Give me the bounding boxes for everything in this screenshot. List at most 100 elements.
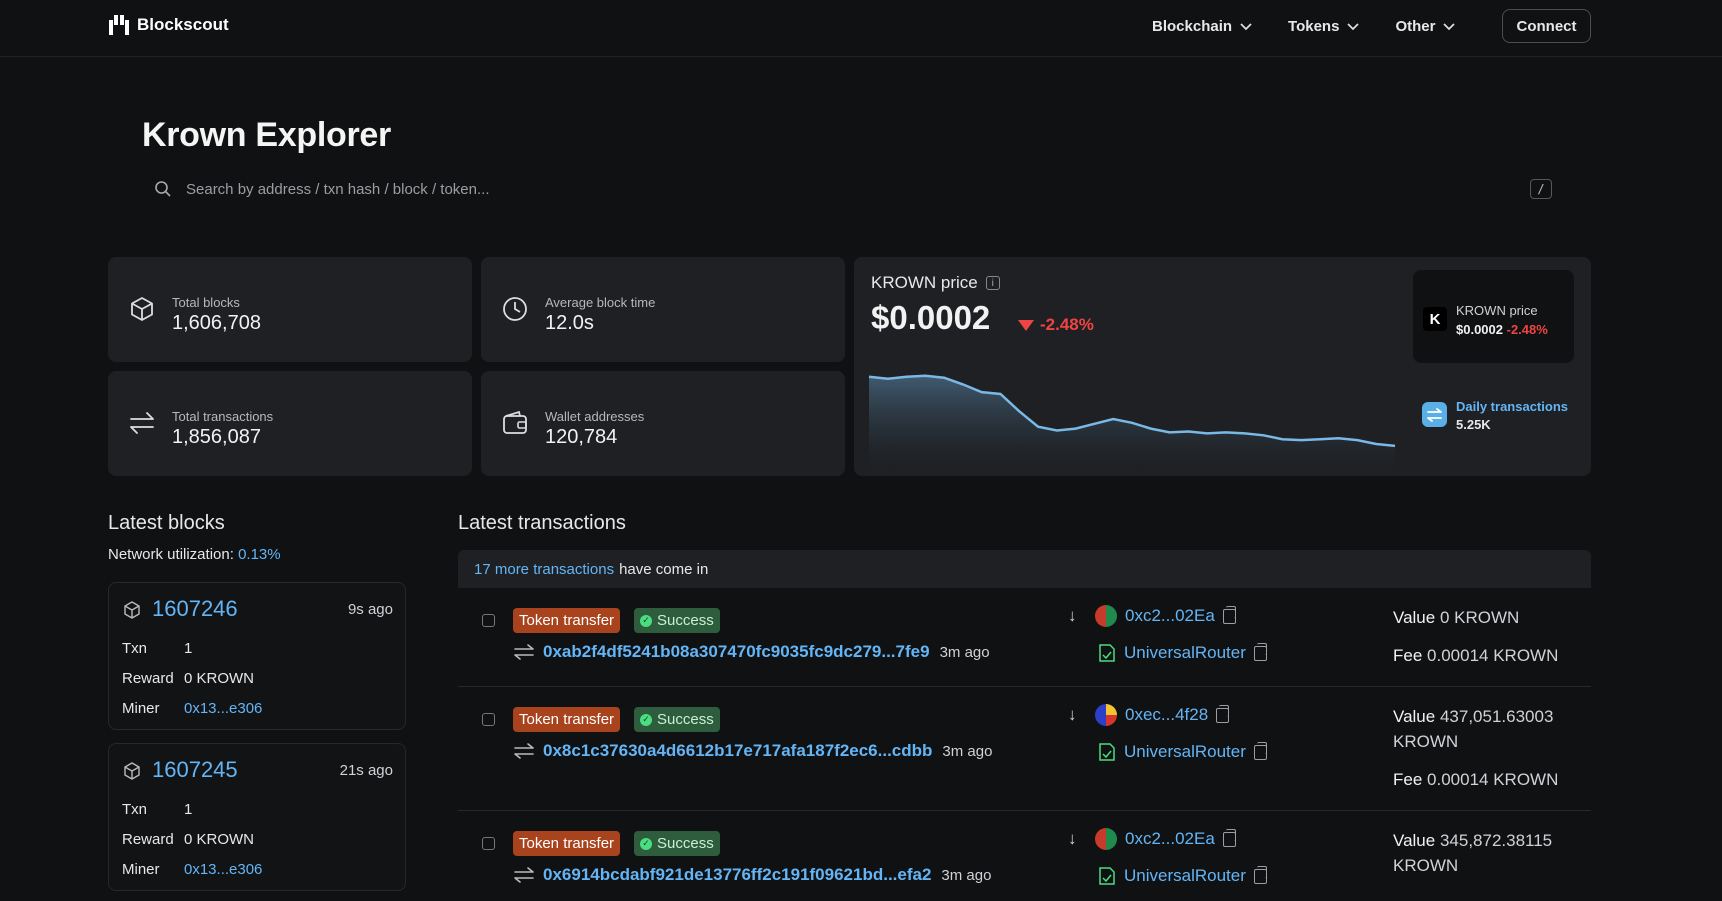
avatar	[1095, 605, 1117, 627]
tx-hash-link[interactable]: 0x8c1c37630a4d6612b17e717afa187f2ec6...c…	[543, 741, 933, 760]
tx-to-link[interactable]: UniversalRouter	[1124, 643, 1246, 662]
check-icon: ✓	[640, 614, 652, 627]
price-mini-card[interactable]: K KROWN price $0.0002 -2.48%	[1413, 270, 1574, 363]
tx-value-block: Value 345,872.38115 KROWN	[1393, 828, 1593, 878]
tx-to-address: UniversalRouter	[1098, 642, 1267, 663]
stat-total-blocks: Total blocks 1,606,708	[108, 257, 472, 362]
arrow-down-icon: ↓	[1068, 606, 1077, 625]
daily-transactions-value: 5.25K	[1456, 417, 1491, 432]
tx-from-link[interactable]: 0xc2...02Ea	[1125, 606, 1215, 625]
tx-fee-row: Fee 0.00014 KROWN	[1393, 767, 1593, 792]
mini-price-change: -2.48%	[1506, 322, 1548, 337]
copy-icon[interactable]	[1222, 605, 1236, 624]
price-card: KROWN price i $0.0002 -2.48% K KROWN pri…	[854, 257, 1591, 476]
transaction-row: Token transfer ✓ Success 0x8c1c37630a4d66…	[458, 687, 1591, 811]
tx-status-badge: ✓ Success	[634, 707, 720, 732]
nav-tokens[interactable]: Tokens	[1288, 18, 1360, 35]
tx-from-address: 0xc2...02Ea	[1095, 605, 1236, 627]
search-bar[interactable]: Search by address / txn hash / block / t…	[142, 170, 1552, 208]
clock-icon	[503, 297, 527, 321]
tx-age: 3m ago	[941, 866, 992, 884]
block-number-link[interactable]: 1607246	[152, 596, 238, 621]
info-icon[interactable]: i	[985, 276, 1000, 290]
more-transactions-link[interactable]: 17 more transactions	[474, 560, 615, 578]
block-miner-label: Miner	[122, 861, 160, 878]
network-utilization-label: Network utilization:	[108, 546, 234, 563]
copy-icon[interactable]	[1222, 828, 1236, 847]
block-number-link[interactable]: 1607245	[152, 757, 238, 782]
contract-icon	[1099, 644, 1115, 662]
network-utilization-value: 0.13%	[238, 546, 281, 563]
block-reward-label: Reward	[122, 831, 174, 848]
tx-details-toggle[interactable]	[482, 837, 495, 850]
mini-price-amount: $0.0002	[1456, 322, 1503, 337]
nav-blockchain[interactable]: Blockchain	[1152, 18, 1252, 35]
nav-other-label: Other	[1395, 18, 1436, 35]
price-chart[interactable]	[868, 367, 1398, 471]
tx-hash-link[interactable]: 0xab2f4df5241b08a307470fc9035fc9dc279...…	[543, 642, 930, 661]
block-card: 1607246 9s ago Txn 1 Reward 0 KROWN Miner 0…	[108, 582, 406, 730]
tx-fee: 0.00014 KROWN	[1427, 770, 1559, 789]
tx-details-toggle[interactable]	[482, 713, 495, 726]
stat-label: Average block time	[545, 295, 656, 310]
latest-blocks-title: Latest blocks	[108, 512, 225, 534]
stat-wallet-addresses: Wallet addresses 120,784	[481, 371, 845, 476]
tx-to-link[interactable]: UniversalRouter	[1124, 866, 1246, 885]
copy-icon[interactable]	[1216, 704, 1230, 723]
block-reward-row: Reward 0 KROWN	[122, 831, 254, 848]
search-input[interactable]: Search by address / txn hash / block / t…	[186, 180, 490, 198]
chevron-down-icon	[1347, 22, 1360, 30]
block-age: 9s ago	[347, 601, 393, 618]
tx-from-link[interactable]: 0xec...4f28	[1125, 705, 1209, 724]
tx-value-label: Value	[1393, 608, 1436, 627]
nav-blockchain-label: Blockchain	[1152, 18, 1233, 35]
check-icon: ✓	[640, 713, 652, 726]
block-txn-row: Txn 1	[122, 640, 192, 657]
wallet-icon	[503, 410, 527, 434]
block-reward-value: 0 KROWN	[184, 670, 255, 687]
page-title: Krown Explorer	[142, 116, 391, 154]
copy-icon[interactable]	[1253, 865, 1267, 884]
copy-icon[interactable]	[1253, 642, 1267, 661]
cube-icon	[124, 601, 140, 619]
avatar	[1095, 828, 1117, 850]
tx-hash-link[interactable]: 0x6914bcdabf921de13776ff2c191f09621bd...…	[543, 865, 932, 884]
connect-button[interactable]: Connect	[1502, 9, 1591, 43]
tx-status-label: Success	[657, 612, 714, 629]
brand-logo[interactable]: Blockscout	[108, 14, 229, 36]
stat-label: Wallet addresses	[545, 409, 645, 424]
mini-price-label: KROWN price	[1456, 303, 1538, 318]
nav-other[interactable]: Other	[1395, 18, 1456, 35]
cube-icon	[131, 297, 153, 321]
tx-value-label: Value	[1393, 707, 1436, 726]
stat-avg-block-time: Average block time 12.0s	[481, 257, 845, 362]
tx-from-link[interactable]: 0xc2...02Ea	[1125, 829, 1215, 848]
cube-icon	[124, 762, 140, 780]
tx-from-address: 0xc2...02Ea	[1095, 828, 1236, 850]
block-miner-link[interactable]: 0x13...e306	[184, 700, 263, 717]
new-transactions-banner: 17 more transactions have come in	[458, 550, 1591, 588]
block-txn-label: Txn	[122, 801, 148, 818]
price-label-row: KROWN price i	[871, 273, 1000, 293]
tx-to-link[interactable]: UniversalRouter	[1124, 742, 1246, 761]
stat-value: 120,784	[545, 426, 618, 448]
contract-icon	[1099, 867, 1115, 885]
blockscout-logo-icon	[109, 15, 129, 35]
block-txn-label: Txn	[122, 640, 148, 657]
block-miner-link[interactable]: 0x13...e306	[184, 861, 263, 878]
transaction-row: Token transfer ✓ Success 0x6914bcdabf921d…	[458, 811, 1591, 901]
block-reward-label: Reward	[122, 670, 174, 687]
transfer-arrows-icon	[514, 743, 534, 759]
tx-fee: 0.00014 KROWN	[1427, 646, 1559, 665]
top-bar: Blockscout Blockchain Tokens Other Conne…	[0, 0, 1722, 57]
copy-icon[interactable]	[1253, 741, 1267, 760]
block-miner-label: Miner	[122, 700, 160, 717]
tx-hash-row: 0x8c1c37630a4d6612b17e717afa187f2ec6...c…	[513, 741, 992, 761]
price-label: KROWN price	[871, 273, 978, 292]
tx-value: 345,872.38115 KROWN	[1393, 831, 1553, 875]
tx-hash-row: 0xab2f4df5241b08a307470fc9035fc9dc279...…	[513, 642, 990, 662]
transfer-arrows-icon	[1422, 402, 1447, 427]
tx-details-toggle[interactable]	[482, 614, 495, 627]
avatar	[1095, 704, 1117, 726]
daily-transactions[interactable]: Daily transactions 5.25K	[1422, 399, 1568, 432]
